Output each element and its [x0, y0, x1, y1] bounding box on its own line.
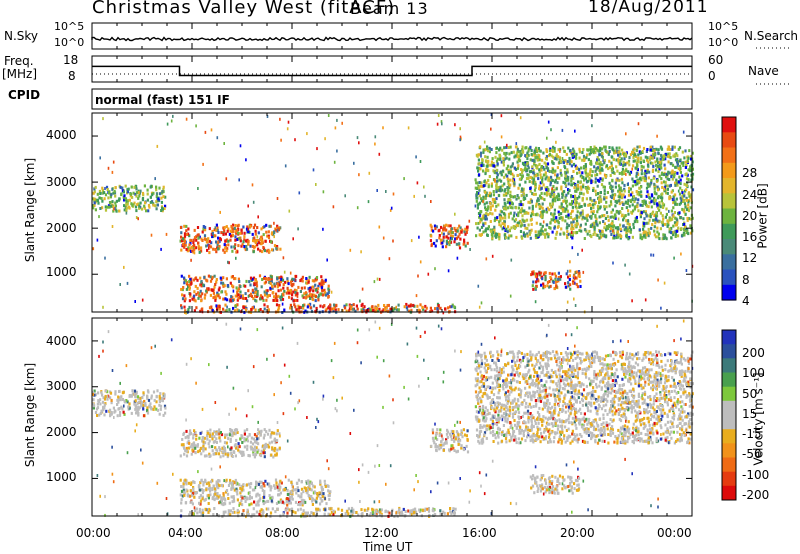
velocity-y-tick-4000: 4000 [46, 334, 77, 348]
velocity-y-tick-1000: 1000 [46, 470, 77, 484]
nsearch-label: N.Search [744, 29, 799, 43]
x-tick-0400: 04:00 [168, 526, 203, 540]
x-tick-1600: 16:00 [462, 526, 497, 540]
nsky-label: N.Sky [4, 29, 39, 43]
power-cbar-tick-12: 12 [742, 251, 758, 265]
power-cbar-tick-16: 16 [742, 230, 758, 244]
nave-tick-top: 60 [708, 53, 724, 67]
power-cbar-tick-28: 28 [742, 166, 758, 180]
power-frame [91, 112, 693, 313]
velocity-cbar-tick-m50: -50 [742, 447, 762, 461]
freq-unit: [MHz] [2, 67, 38, 81]
cpid-label: CPID [8, 88, 41, 102]
power-y-tick-1000: 1000 [46, 265, 77, 279]
power-y-tick-2000: 2000 [46, 221, 77, 235]
velocity-cbar-tick-m15: -15 [742, 427, 762, 441]
x-tick-2000: 20:00 [560, 526, 595, 540]
freq-tick-bottom: 8 [68, 69, 76, 83]
velocity-cbar-tick-50: 50 [742, 387, 758, 401]
cpid-text: normal (fast) 151 IF [95, 93, 230, 107]
power-cbar-tick-4: 4 [742, 294, 750, 308]
nave-label: Nave [748, 64, 779, 78]
x-tick-1200: 12:00 [364, 526, 399, 540]
cpid-frame [91, 88, 693, 110]
power-cbar-tick-8: 8 [742, 273, 750, 287]
power-y-tick-4000: 4000 [46, 128, 77, 142]
velocity-cbar-tick-m100: -100 [742, 468, 770, 482]
velocity-y-tick-3000: 3000 [46, 379, 77, 393]
date-label: 18/Aug/2011 [588, 0, 709, 17]
nsky-tick-top: 10^5 [54, 20, 85, 33]
axis-ticks [91, 23, 693, 516]
velocity-panel [92, 319, 694, 519]
x-tick-0800: 08:00 [265, 526, 300, 540]
x-tick-0000-end: 00:00 [657, 526, 692, 540]
x-axis-label: Time UT [363, 540, 413, 554]
power-panel [92, 113, 695, 315]
station-title: Christmas Valley West (fitACF) [92, 0, 396, 18]
velocity-cbar-tick-15: 15 [742, 407, 758, 421]
nsearch-tick-top: 10^5 [708, 20, 739, 33]
freq-tick-top: 18 [63, 53, 79, 67]
nave-tick-bottom: 0 [708, 69, 716, 83]
nsky-line [91, 36, 693, 42]
freq-line [92, 65, 692, 77]
velocity-y-tick-2000: 2000 [46, 425, 77, 439]
beam-label: Beam 13 [350, 0, 429, 18]
nsky-tick-bottom: 10^0 [54, 36, 85, 49]
velocity-cbar-tick-100: 100 [742, 366, 765, 380]
nsearch-tick-bottom: 10^0 [708, 36, 739, 49]
power-cbar-tick-20: 20 [742, 209, 758, 223]
power-cbar-tick-24: 24 [742, 188, 758, 202]
power-y-tick-3000: 3000 [46, 175, 77, 189]
velocity-cbar-tick-m200: -200 [742, 488, 770, 502]
nsky-trace [91, 36, 693, 42]
power-colorbar [721, 116, 737, 301]
velocity-cbar-tick-200: 200 [742, 346, 765, 360]
velocity-colorbar [721, 329, 737, 501]
x-tick-0000: 00:00 [76, 526, 111, 540]
freq-label: Freq. [4, 54, 34, 68]
